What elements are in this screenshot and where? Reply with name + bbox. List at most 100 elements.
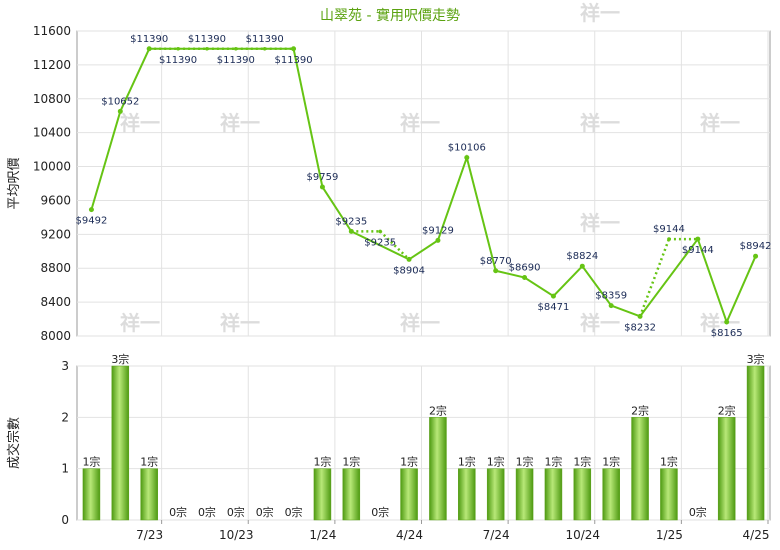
chart-title: 山翠苑 - 實用呎價走勢 <box>320 7 460 24</box>
volume-bar-label: 0宗 <box>256 505 274 519</box>
watermark-text: 祥一 <box>220 311 260 335</box>
volume-bar-label: 1宗 <box>400 455 418 469</box>
carry-forward-segment <box>638 238 671 317</box>
watermark-text: 祥一 <box>120 311 160 335</box>
price-y-axis-title: 平均呎價 <box>7 157 22 209</box>
price-point <box>435 237 441 243</box>
volume-bar <box>429 417 447 521</box>
price-y-tick-label: 11600 <box>33 24 71 38</box>
price-point <box>146 46 152 52</box>
volume-bar <box>515 468 534 521</box>
x-tick-label: 7/23 <box>136 528 163 542</box>
volume-plot-area <box>76 365 771 521</box>
x-tick-label: 1/25 <box>656 528 683 542</box>
volume-bar <box>82 468 101 521</box>
x-tick-label: 4/25 <box>743 528 770 542</box>
volume-bar-label: 0宗 <box>371 505 389 519</box>
watermark-text: 祥一 <box>700 311 740 335</box>
watermark-text: 祥一 <box>580 1 620 25</box>
price-data-label: $11390 <box>274 55 312 66</box>
volume-bar <box>342 468 361 521</box>
price-data-label: $10652 <box>101 96 139 107</box>
volume-bar <box>458 468 476 521</box>
price-point <box>406 256 412 262</box>
price-data-label: $11390 <box>130 34 168 45</box>
price-data-label: $8824 <box>566 251 598 262</box>
price-point <box>493 268 499 274</box>
price-data-label: $8359 <box>595 291 627 302</box>
watermark-text: 祥一 <box>580 311 620 335</box>
volume-bar <box>660 468 678 521</box>
volume-bar-label: 1宗 <box>140 455 158 469</box>
volume-bar <box>717 417 736 521</box>
volume-bar-label: 0宗 <box>285 505 303 519</box>
price-data-label: $9759 <box>307 172 339 183</box>
carry-forward-segment <box>379 230 410 261</box>
price-point <box>117 108 123 114</box>
volume-bar-label: 1宗 <box>82 455 100 469</box>
price-data-label: $11390 <box>246 34 284 45</box>
volume-bar <box>746 365 765 521</box>
price-panel: 8000 8400 8800 9200 9600 10000 10400 10800 11200… <box>7 1 771 435</box>
price-y-tick-label: 9600 <box>40 193 71 207</box>
price-point <box>608 303 614 309</box>
price-point <box>550 293 556 299</box>
volume-bar <box>486 468 505 521</box>
price-data-label: $8770 <box>480 256 512 267</box>
volume-bar-label: 1宗 <box>487 455 505 469</box>
price-y-tick-label: 8000 <box>40 329 71 343</box>
volume-bar-label: 0宗 <box>198 505 216 519</box>
price-data-label: $8690 <box>509 263 541 274</box>
volume-y-tick-label: 0 <box>61 513 69 527</box>
price-y-tick-label: 8800 <box>40 261 71 275</box>
price-y-tick-label: 10400 <box>33 126 71 140</box>
price-data-label: $8942 <box>740 241 772 252</box>
volume-bar-label: 2宗 <box>429 403 447 417</box>
price-point <box>724 319 730 325</box>
carry-forward-point <box>176 46 180 51</box>
carry-forward-point <box>262 46 267 51</box>
price-y-tick-label: 10800 <box>33 92 71 106</box>
volume-bar-label: 1宗 <box>660 455 678 469</box>
price-point <box>319 184 325 190</box>
volume-bar-label: 1宗 <box>573 455 591 469</box>
carry-forward-point <box>667 237 671 241</box>
price-data-label: $9144 <box>653 224 685 235</box>
volume-y-tick-label: 1 <box>61 462 69 476</box>
price-plot-area <box>76 30 771 337</box>
price-point <box>464 155 470 161</box>
price-data-label: $9492 <box>76 216 108 227</box>
volume-y-axis-title: 成交宗數 <box>6 417 22 469</box>
volume-bar-label: 1宗 <box>602 455 620 469</box>
volume-bar <box>602 468 620 521</box>
price-data-label: $11390 <box>188 34 226 45</box>
x-tick-label: 7/24 <box>483 528 510 542</box>
volume-bar-label: 1宗 <box>313 455 331 469</box>
x-tick-label: 1/24 <box>309 528 336 542</box>
volume-bar-label: 0宗 <box>689 505 707 519</box>
price-point <box>637 313 643 319</box>
volume-bar-label: 0宗 <box>227 505 245 519</box>
watermark-text: 祥一 <box>400 111 440 135</box>
volume-bar <box>313 468 332 521</box>
price-y-tick-label: 8400 <box>40 295 71 309</box>
price-data-label: $8232 <box>624 322 656 333</box>
price-point <box>695 236 701 242</box>
watermark-text: 祥一 <box>220 111 260 135</box>
price-data-label: $9235 <box>335 216 367 227</box>
volume-y-tick-label: 3 <box>61 359 69 373</box>
carry-forward-point <box>234 46 238 51</box>
volume-bar <box>631 417 649 521</box>
watermark-text: 祥一 <box>580 211 620 235</box>
volume-bar <box>140 468 158 521</box>
volume-bar-label: 3宗 <box>747 352 765 366</box>
watermark-text: 祥一 <box>120 111 160 135</box>
price-data-label: $8471 <box>538 302 570 313</box>
price-y-tick-label: 9200 <box>40 227 71 241</box>
x-tick-label: 4/24 <box>396 528 423 542</box>
price-point <box>753 253 759 259</box>
watermark-text: 祥一 <box>700 111 740 135</box>
carry-forward-point <box>205 46 209 51</box>
volume-bar-label: 2宗 <box>631 403 649 417</box>
watermark-text: 祥一 <box>400 311 440 335</box>
